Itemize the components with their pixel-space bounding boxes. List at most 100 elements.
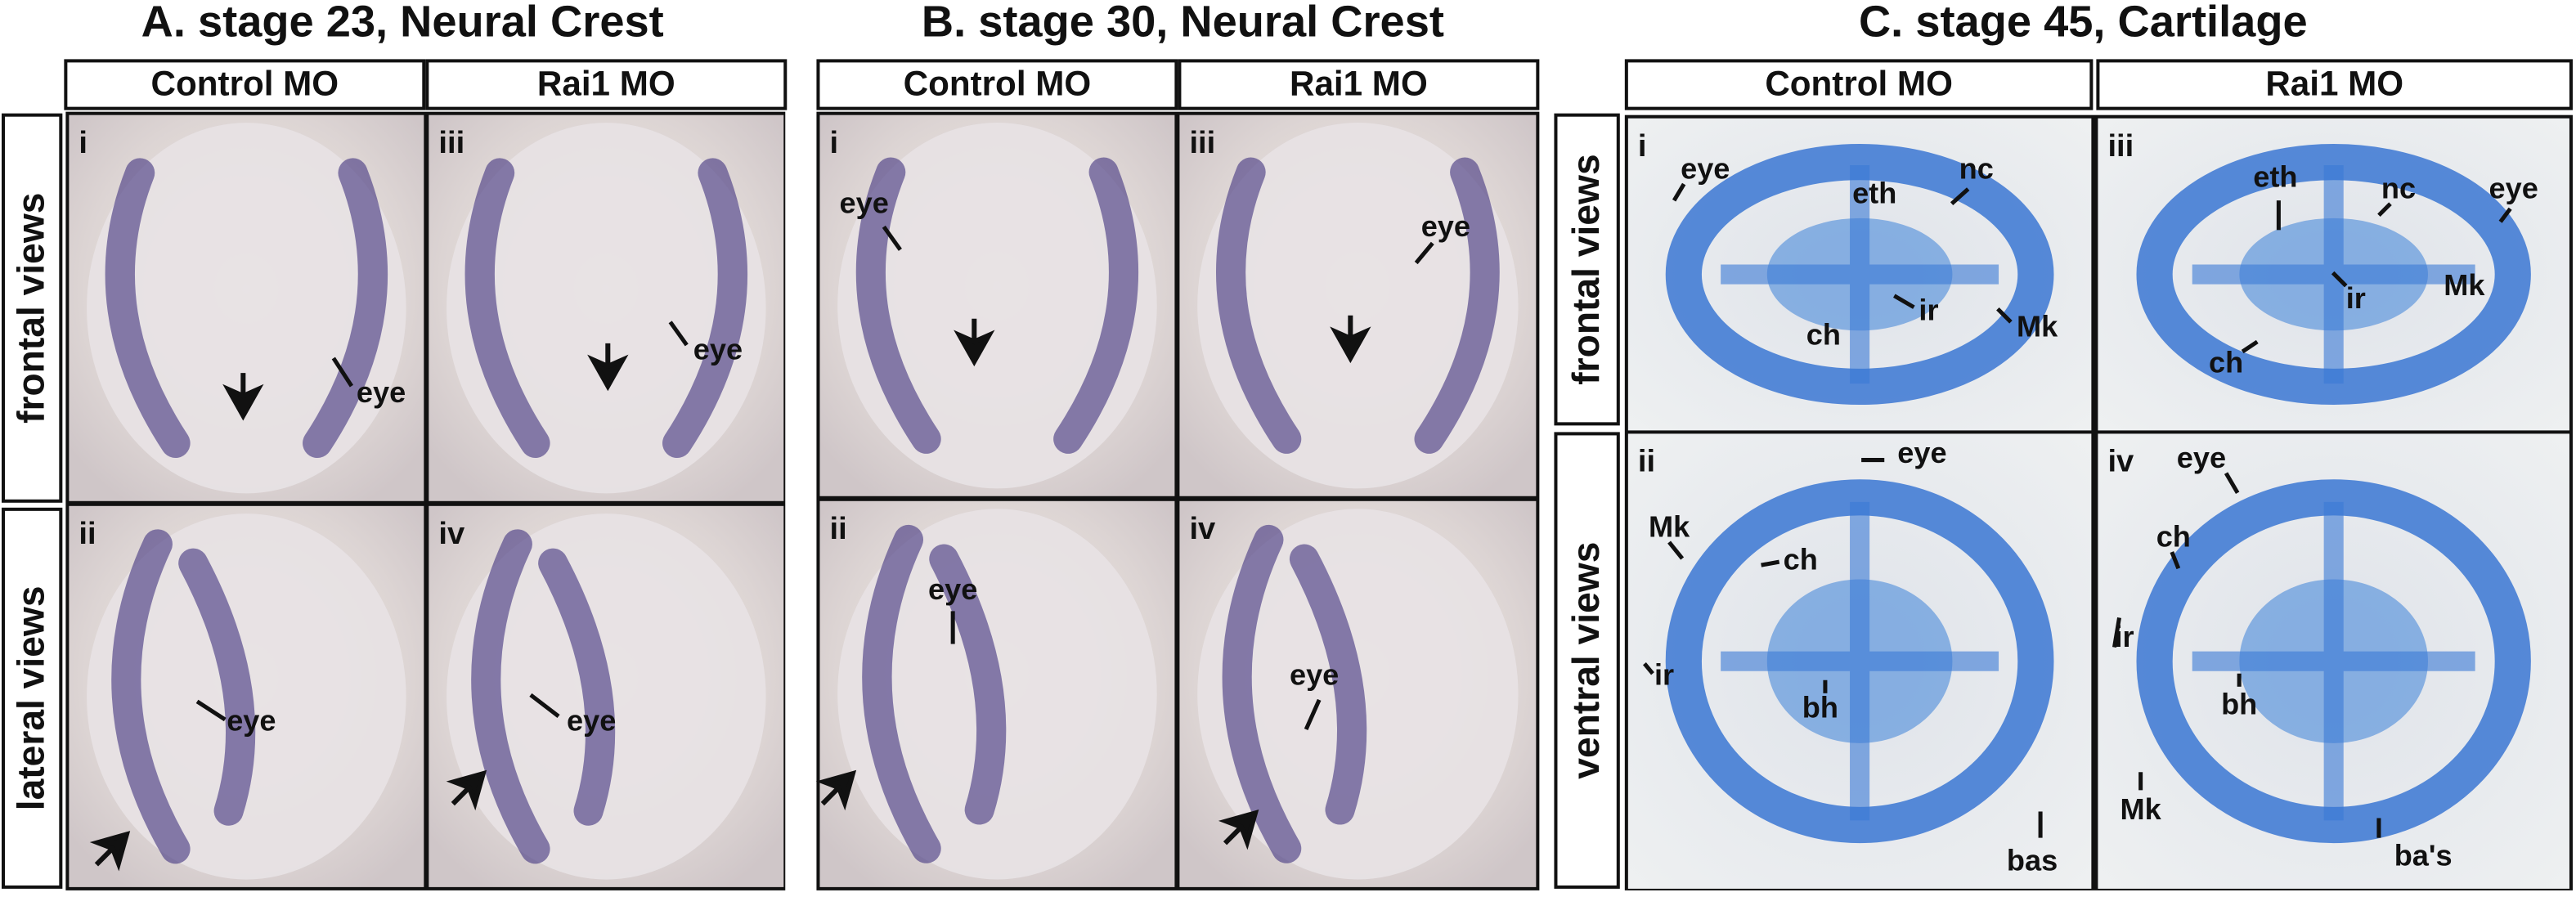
subpanel-numeral: ii (1638, 444, 1655, 479)
structure-label: ch (2156, 520, 2191, 554)
arrow (446, 769, 487, 811)
structure-label: ir (1654, 657, 1674, 691)
structure-label: Mk (2120, 792, 2162, 826)
arrow-shape (1218, 809, 1259, 850)
arrow (1218, 809, 1259, 850)
text-layer: A. stage 23, Neural Crest Control MO Rai1 … (9, 0, 2538, 877)
leader-line (331, 357, 354, 388)
structure-label: ch (1784, 543, 1818, 576)
leader-line (195, 699, 227, 722)
structure-label: eye (928, 572, 977, 606)
row-label-box (2, 507, 63, 889)
arrow-shape (222, 373, 264, 421)
structure-label: eye (840, 186, 889, 220)
subpanel-numeral: i (830, 125, 839, 160)
subpanel-numeral: ii (830, 511, 847, 546)
row-label: ventral views (1564, 542, 1607, 779)
panel-title: A. stage 23, Neural Crest (141, 0, 664, 47)
stain-pattern (111, 529, 256, 864)
column-header-box (1624, 59, 2094, 110)
arrow-shape (89, 831, 131, 872)
structure-label: bas (2007, 843, 2058, 877)
structure-label: bh (1802, 690, 1838, 724)
panel-title: C. stage 45, Cartilage (1859, 0, 2308, 47)
subpanel-numeral: i (1638, 128, 1647, 164)
leader-line (1893, 294, 1915, 309)
column-header: Rai1 MO (2265, 65, 2403, 103)
row-label-box (2, 113, 63, 503)
column-header: Rai1 MO (537, 65, 675, 103)
arrow-shape (1330, 315, 1371, 364)
structure-label: eye (357, 375, 406, 409)
leader-line (1996, 307, 2013, 324)
arrow (222, 373, 264, 421)
arrow (1330, 315, 1371, 364)
structure-label: ba's (2394, 838, 2453, 872)
leader-line (2498, 207, 2512, 223)
stain-pattern (105, 158, 388, 459)
structure-label: eye (1897, 436, 1946, 469)
cartilage (2136, 144, 2531, 406)
structure-label: bh (2221, 687, 2257, 720)
cartilage (1721, 501, 1999, 821)
structure-label: eye (2488, 172, 2538, 205)
leader-line (882, 225, 902, 251)
leader-line (1761, 559, 1780, 567)
leader-line (668, 321, 689, 347)
structure-label: Mk (2444, 268, 2485, 302)
image-layer (2, 59, 2573, 890)
stain-pattern (471, 529, 616, 864)
structure-label: eye (1290, 657, 1339, 691)
structure-label: ir (1919, 293, 1938, 326)
leader-line (1672, 182, 1686, 202)
stain-pattern (1216, 157, 1500, 454)
structure-label: eye (2177, 441, 2226, 474)
row-label: frontal views (1564, 154, 1607, 384)
row-label-box (1554, 113, 1620, 426)
leader-line (1414, 241, 1434, 265)
arrow (587, 343, 629, 392)
structure-label: ch (1806, 317, 1841, 351)
subpanel-numeral: ii (79, 516, 96, 551)
structure-label: eth (2253, 160, 2297, 194)
column-header-box (425, 59, 788, 110)
arrow (89, 831, 131, 872)
row-label: frontal views (9, 193, 52, 424)
structure-label: eye (567, 704, 616, 738)
structure-label: eye (1681, 152, 1730, 186)
cartilage (1721, 164, 1999, 384)
arrow-shape (954, 318, 995, 367)
subpanel-numeral: iv (438, 516, 465, 551)
column-header: Control MO (1765, 65, 1953, 103)
column-header-box (64, 59, 426, 110)
row-label-box (1554, 432, 1620, 889)
arrow-shape (815, 769, 857, 811)
stain-pattern (464, 158, 747, 459)
row-label: lateral views (9, 585, 52, 810)
structure-label: eye (693, 333, 743, 366)
leader-line (529, 693, 560, 718)
column-header-box (1178, 59, 1540, 110)
subpanel-numeral: iv (2107, 444, 2134, 479)
column-header: Rai1 MO (1290, 65, 1428, 103)
subpanel-numeral: i (79, 125, 88, 160)
leader-line (1667, 540, 1685, 560)
structure-label: nc (1959, 152, 1994, 186)
column-header: Control MO (904, 65, 1092, 103)
stain-pattern (862, 524, 1007, 863)
arrow-shape (446, 769, 487, 811)
leader-line (2170, 551, 2181, 570)
structure-label: eth (1852, 177, 1896, 210)
structure-label: eye (1421, 209, 1470, 243)
subpanel-numeral: iii (2107, 128, 2134, 164)
cartilage (1665, 144, 2054, 406)
structure-label: ir (2346, 281, 2366, 315)
leader-line (2241, 339, 2259, 354)
subpanel-numeral: iv (1189, 511, 1216, 546)
column-header-box (816, 59, 1178, 110)
arrow (954, 318, 995, 367)
stain-pattern (1222, 524, 1367, 863)
subpanel-numeral: iii (1189, 125, 1215, 160)
column-header-box (2096, 59, 2573, 110)
